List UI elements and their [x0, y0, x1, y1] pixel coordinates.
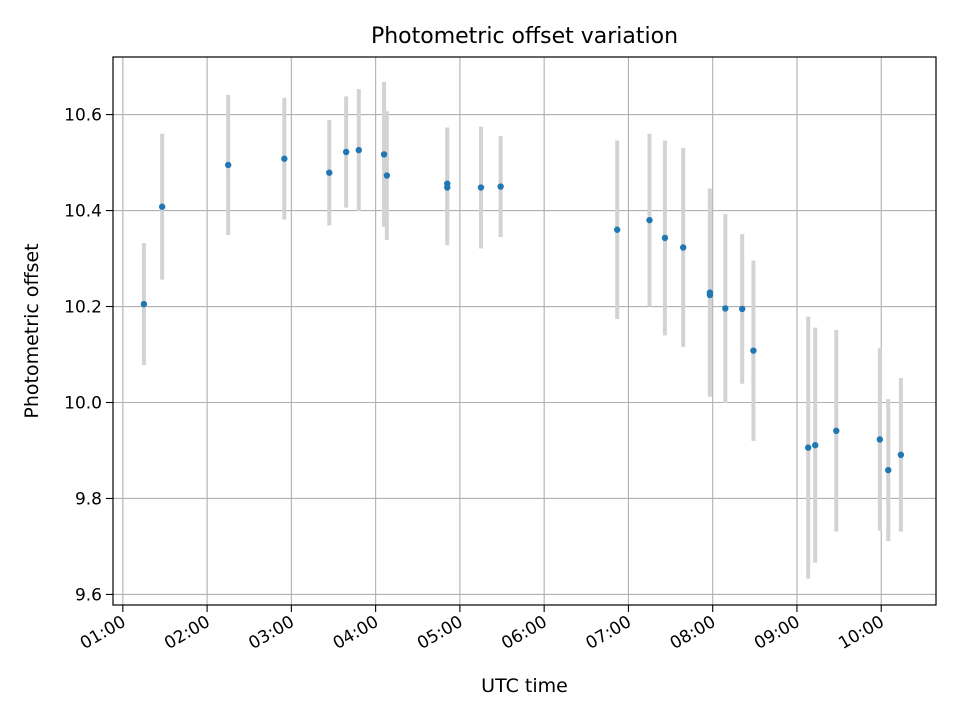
y-tick-label: 10.0: [64, 393, 102, 413]
data-point: [812, 442, 819, 449]
data-point: [885, 466, 892, 474]
data-point: [680, 244, 687, 251]
data-points: [140, 146, 905, 474]
y-axis-label: Photometric offset: [21, 243, 43, 418]
data-point: [661, 234, 669, 242]
data-point: [876, 436, 884, 443]
y-tick-label: 9.6: [75, 585, 102, 605]
grid-lines: [113, 57, 936, 605]
data-point: [158, 203, 166, 210]
data-point: [355, 146, 362, 154]
y-tick-label: 10.4: [64, 202, 102, 222]
y-tick-label: 10.2: [64, 298, 102, 318]
chart-title: Photometric offset variation: [371, 24, 678, 49]
y-tick-label: 9.8: [75, 489, 102, 509]
data-point: [497, 183, 504, 190]
data-point: [833, 427, 840, 435]
plot-frame: [112, 56, 937, 606]
data-point: [613, 226, 621, 233]
plot-area: [113, 57, 936, 605]
data-point: [224, 161, 232, 169]
data-point: [380, 151, 388, 158]
data-point: [444, 180, 451, 187]
data-point: [750, 347, 757, 354]
data-point: [326, 169, 333, 176]
data-point: [477, 184, 485, 191]
data-point: [897, 451, 905, 459]
data-point: [281, 155, 288, 162]
data-point: [706, 291, 714, 299]
data-point: [342, 148, 350, 156]
data-point: [140, 300, 148, 308]
x-axis-label: UTC time: [481, 675, 568, 697]
data-point: [804, 444, 812, 451]
data-point: [738, 305, 746, 313]
y-axis-ticks: 9.6 9.8 10.0 10.2 10.4 10.6: [64, 106, 113, 605]
data-point: [722, 305, 729, 312]
y-tick-label: 10.6: [64, 106, 102, 126]
data-point: [646, 216, 653, 224]
data-point: [383, 172, 391, 179]
